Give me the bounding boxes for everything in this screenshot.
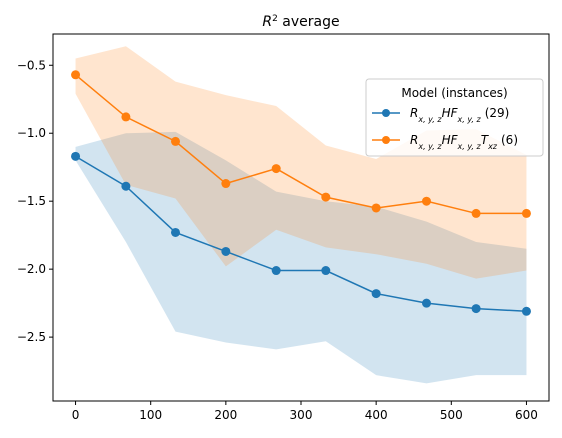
y-tick-label: −1.0 [17, 126, 46, 140]
chart-title: R2 average [262, 14, 339, 30]
data-point-series-1 [71, 151, 81, 161]
data-point-series-1 [121, 181, 131, 191]
legend-marker-series-1 [382, 109, 390, 117]
y-tick-label: −2.0 [17, 262, 46, 276]
data-point-series-2 [170, 136, 180, 146]
data-point-series-2 [521, 208, 531, 218]
data-point-series-2 [71, 70, 81, 80]
legend-entry-series-2: Rx, y, zHFx, y, zTxz (6) [372, 133, 518, 151]
data-point-series-2 [471, 208, 481, 218]
x-tick-label: 100 [139, 408, 162, 422]
data-point-series-1 [422, 298, 432, 308]
legend-box [365, 78, 544, 157]
data-point-series-2 [422, 196, 432, 206]
x-tick-label: 500 [440, 408, 463, 422]
data-point-series-1 [521, 306, 531, 316]
y-tick-label: −2.5 [17, 330, 46, 344]
data-point-series-2 [321, 192, 331, 202]
legend-entry-series-1: Rx, y, zHFx, y, z (29) [372, 106, 509, 124]
x-tick-label: 0 [72, 408, 80, 422]
legend-marker-series-2 [382, 136, 390, 144]
confidence-band-series-1 [75, 131, 527, 384]
x-tick-label: 300 [290, 408, 313, 422]
legend-label-series-1: Rx, y, zHFx, y, z (29) [410, 106, 509, 124]
x-axis: 0 100 200 300 400 500 600 [72, 401, 538, 422]
series-line-1 [75, 155, 527, 313]
x-tick-label: 600 [515, 408, 538, 422]
data-point-series-2 [371, 203, 381, 213]
data-point-series-1 [221, 246, 231, 256]
y-tick-label: −0.5 [17, 58, 46, 72]
y-axis: −2.5 −2.0 −1.5 −1.0 −0.5 [17, 58, 53, 344]
data-point-series-1 [471, 304, 481, 314]
series-line-2 [75, 74, 527, 215]
legend: Model (instances) Rx, y, zHFx, y, z (29) … [365, 78, 544, 157]
data-point-series-1 [371, 289, 381, 299]
plot-area [71, 46, 531, 384]
confidence-band-series-2 [75, 46, 527, 279]
data-point-series-1 [271, 266, 281, 276]
y-tick-label: −1.5 [17, 194, 46, 208]
x-tick-label: 200 [214, 408, 237, 422]
data-point-series-1 [170, 227, 180, 237]
legend-title: Model (instances) [401, 86, 507, 100]
legend-label-series-2: Rx, y, zHFx, y, zTxz (6) [410, 133, 518, 151]
data-point-series-2 [221, 179, 231, 189]
data-point-series-1 [321, 266, 331, 276]
data-point-series-2 [271, 164, 281, 174]
data-point-series-2 [121, 112, 131, 122]
x-tick-label: 400 [365, 408, 388, 422]
